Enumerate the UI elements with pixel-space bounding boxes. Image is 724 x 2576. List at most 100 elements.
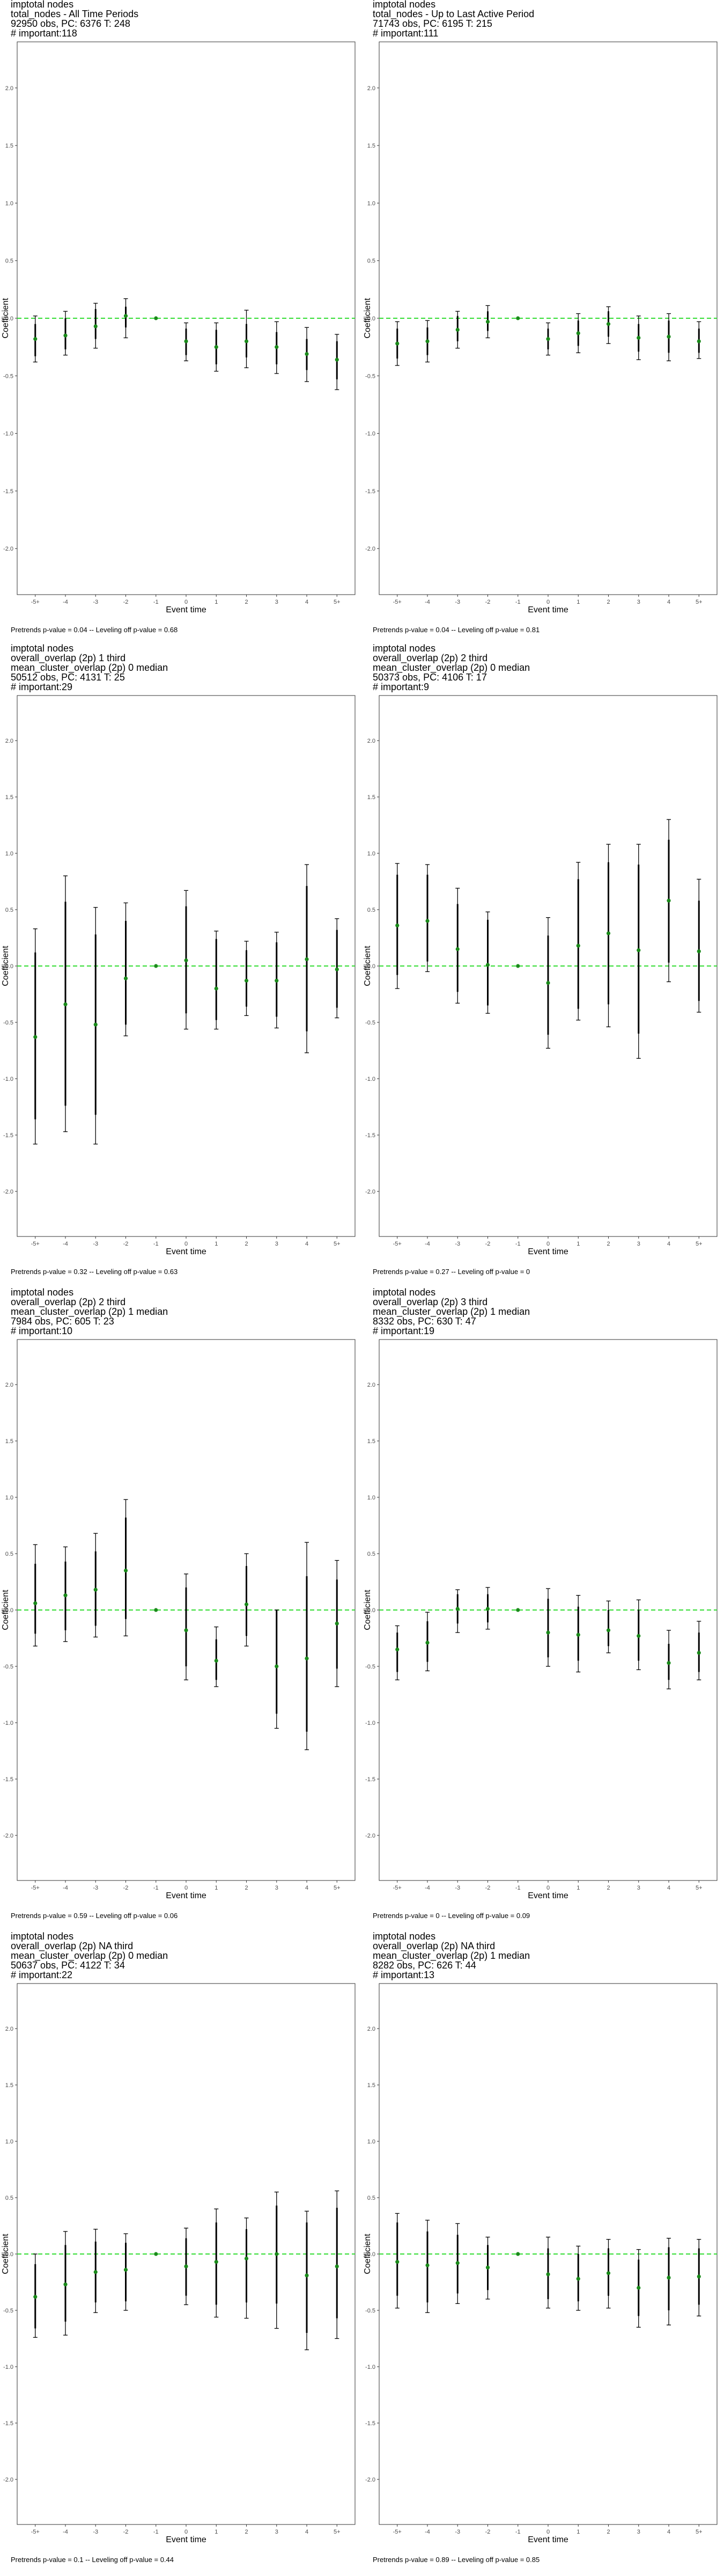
y-axis-label: Coefficient	[363, 2234, 372, 2274]
y-axis-label: Coefficient	[363, 298, 372, 339]
panel-title-line: 71743 obs, PC: 6195 T: 215	[373, 18, 492, 29]
x-tick-label: -3	[455, 599, 460, 605]
x-axis-label: Event time	[166, 605, 206, 614]
coefficient-point	[485, 2265, 490, 2270]
y-tick-label: -1.5	[365, 1776, 375, 1783]
coefficient-point	[395, 923, 400, 927]
y-tick-label: 1.5	[367, 1438, 375, 1445]
x-tick-label: -5+	[393, 599, 402, 605]
coefficient-point	[63, 2282, 68, 2287]
coefficient-point	[93, 1022, 98, 1027]
x-tick-label: 1	[215, 1241, 218, 1247]
panel-title-line: # important:13	[373, 1970, 434, 1980]
panel-title-line: # important:111	[373, 28, 438, 39]
panel-title-line: # important:9	[373, 682, 429, 692]
y-tick-label: 1.5	[5, 2082, 13, 2089]
x-tick-label: 4	[305, 1885, 308, 1891]
x-tick-label: -4	[425, 2529, 430, 2535]
x-tick-label: 0	[546, 2529, 550, 2535]
x-tick-label: -2	[123, 2529, 129, 2535]
x-tick-label: -3	[455, 1241, 460, 1247]
x-tick-label: -5+	[393, 1885, 402, 1891]
coefficient-point	[697, 2274, 701, 2279]
x-tick-label: 5+	[334, 2529, 341, 2535]
coefficient-point	[123, 1568, 128, 1573]
coefficient-point	[63, 1002, 68, 1006]
y-axis-label: Coefficient	[363, 946, 372, 986]
coefficient-point	[123, 314, 128, 318]
y-tick-label: -0.5	[3, 373, 13, 379]
coefficient-point	[275, 345, 279, 349]
x-tick-label: 3	[637, 599, 640, 605]
panel-title-line: total_nodes - Up to Last Active Period	[373, 9, 534, 20]
coefficient-point	[275, 2252, 279, 2256]
coefficient-point	[214, 345, 218, 349]
panel-title-line: 50512 obs, PC: 4131 T: 25	[11, 672, 125, 683]
coefficient-point	[154, 316, 158, 320]
coefficient-point	[395, 341, 400, 346]
coefficient-point	[606, 322, 611, 326]
x-tick-label: -1	[153, 599, 159, 605]
coefficient-point	[184, 1628, 188, 1633]
x-tick-label: 4	[305, 599, 308, 605]
panel-title-line: 8332 obs, PC: 630 T: 47	[373, 1316, 476, 1327]
y-axis-label: Coefficient	[1, 2234, 10, 2274]
x-axis-label: Event time	[528, 1247, 568, 1256]
coefficient-point	[33, 337, 38, 341]
x-tick-label: 0	[546, 1241, 550, 1247]
y-tick-label: -0.5	[365, 373, 375, 379]
y-tick-label: -2.0	[3, 2477, 13, 2483]
y-tick-label: 1.5	[367, 143, 375, 149]
coefficient-point	[637, 948, 641, 953]
coefficient-point	[516, 964, 520, 968]
y-tick-label: 0.5	[367, 1551, 375, 1557]
y-axis-label: Coefficient	[1, 946, 10, 986]
x-tick-label: -3	[93, 599, 98, 605]
coefficient-point	[485, 319, 490, 324]
coefficient-point	[455, 947, 460, 952]
x-tick-label: 3	[637, 2529, 640, 2535]
y-tick-label: 0.0	[367, 963, 375, 970]
coefficient-point	[335, 2264, 339, 2268]
coefficient-point	[305, 352, 309, 356]
coefficient-point	[93, 324, 98, 328]
y-tick-label: 0.5	[367, 258, 375, 265]
x-tick-label: 0	[184, 1241, 188, 1247]
coefficient-point	[275, 1664, 279, 1668]
y-tick-label: 2.0	[367, 85, 375, 92]
coefficient-point	[546, 1630, 550, 1635]
coefficient-point	[667, 898, 671, 903]
x-tick-label: -5+	[393, 2529, 402, 2535]
panel-title-line: imptotal nodes	[373, 643, 435, 654]
pvalue-footnote: Pretrends p-value = 0.1 -- Leveling off …	[11, 2556, 174, 2564]
x-tick-label: 1	[577, 1241, 580, 1247]
x-axis-label: Event time	[528, 1891, 568, 1900]
y-tick-label: 0.0	[367, 316, 375, 322]
y-tick-label: -2.0	[365, 546, 375, 552]
panel-title-line: overall_overlap (2p) NA third	[373, 1941, 495, 1952]
x-tick-label: 5+	[334, 599, 341, 605]
y-tick-label: -2.0	[3, 546, 13, 552]
coefficient-point	[546, 2272, 550, 2277]
x-tick-label: -1	[153, 1241, 159, 1247]
y-tick-label: 0.5	[5, 2195, 13, 2201]
coefficient-point	[697, 339, 701, 343]
coefficient-point	[516, 1608, 520, 1612]
x-tick-label: -1	[515, 1885, 521, 1891]
coefficient-point	[335, 1621, 339, 1626]
coefficient-point	[244, 2256, 249, 2260]
x-tick-label: 1	[215, 599, 218, 605]
x-tick-label: -2	[485, 1241, 491, 1247]
coefficient-point	[576, 2277, 580, 2281]
y-tick-label: -0.5	[3, 1020, 13, 1026]
x-tick-label: 1	[215, 2529, 218, 2535]
y-tick-label: -2.0	[3, 1833, 13, 1839]
y-tick-label: 1.0	[5, 2139, 13, 2145]
coefficient-point	[33, 1601, 38, 1605]
x-axis-label: Event time	[166, 1891, 206, 1900]
coefficient-point	[335, 967, 339, 971]
y-axis-label: Coefficient	[1, 298, 10, 339]
y-tick-label: -1.0	[365, 1076, 375, 1082]
panel-title-line: imptotal nodes	[11, 1287, 73, 1298]
